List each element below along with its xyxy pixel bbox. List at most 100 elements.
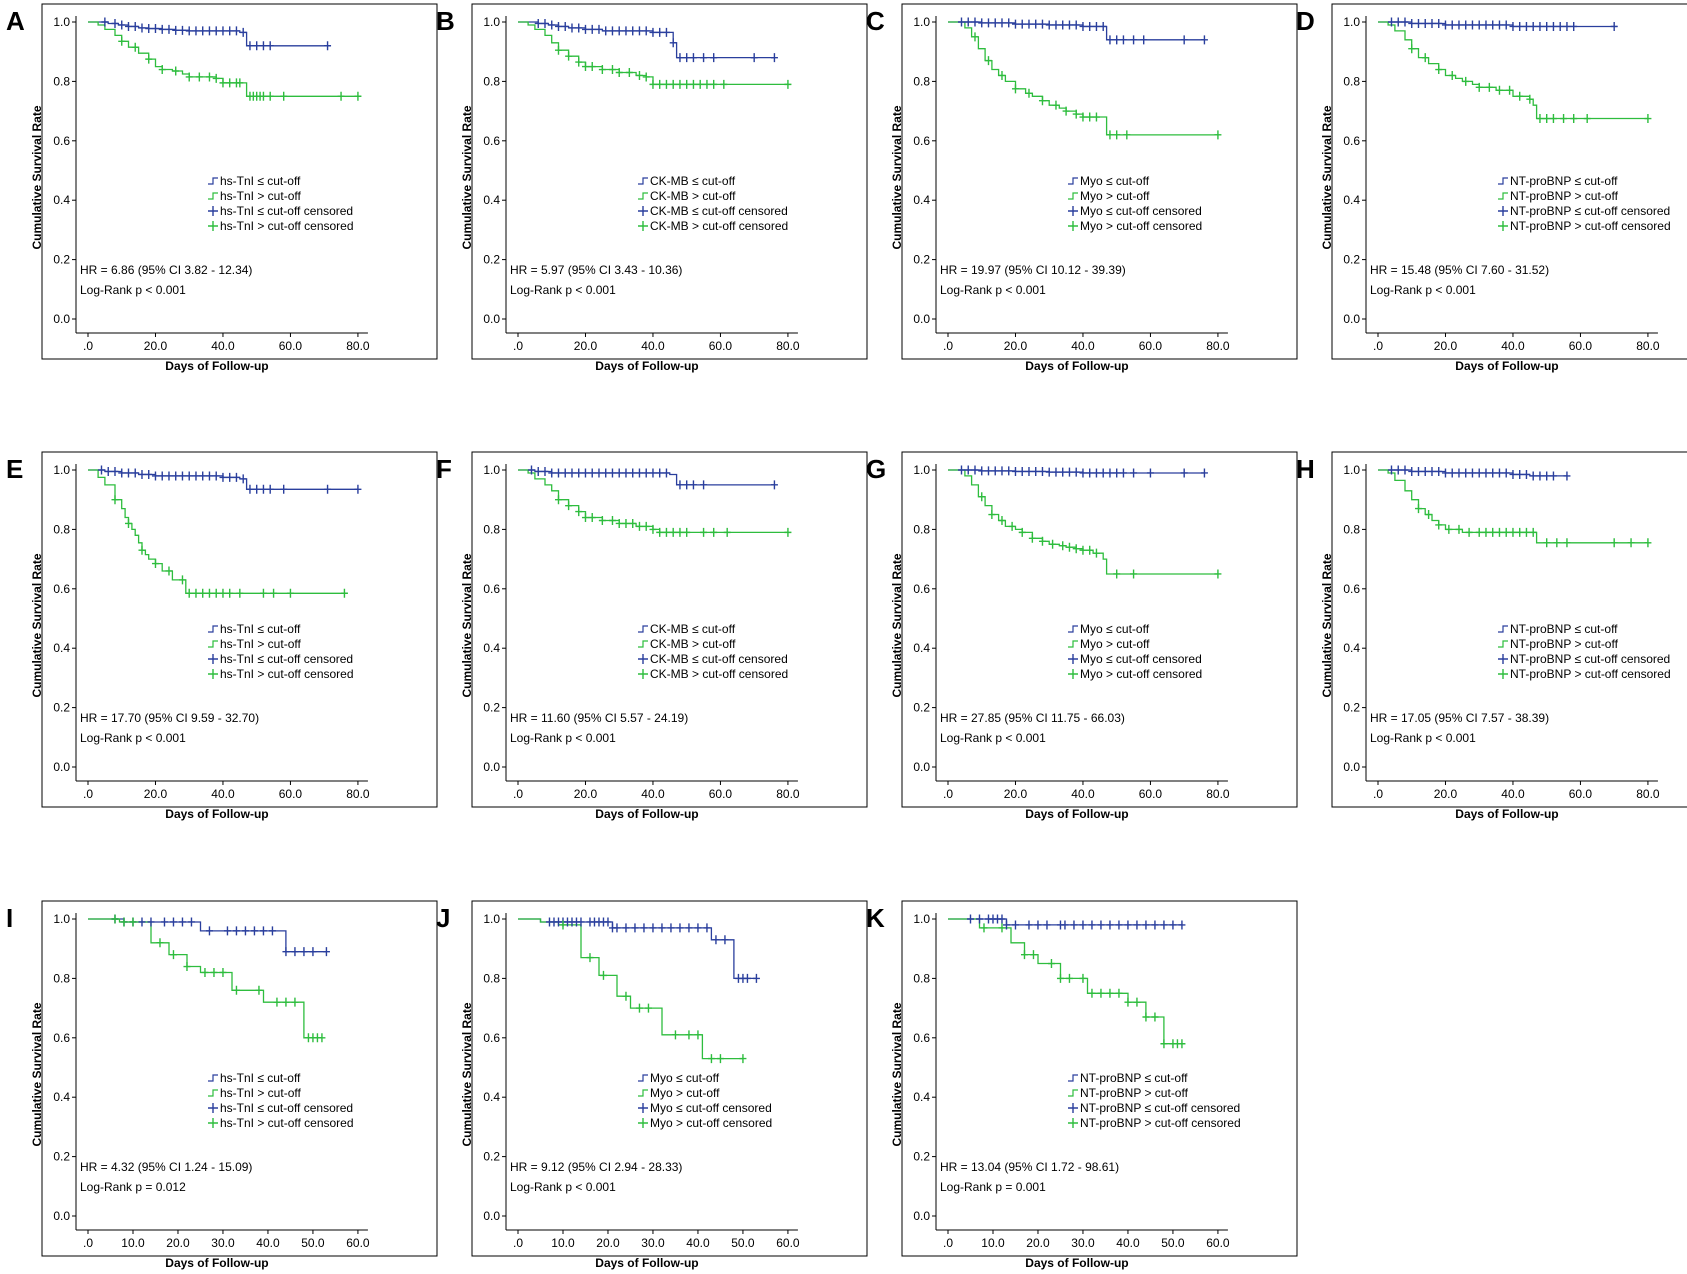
panel-b-censor-low: [669, 38, 677, 48]
panel-j-ytick-label: 1.0: [483, 912, 500, 926]
panel-h-ytick-label: 0.6: [1343, 582, 1360, 596]
panel-h-xtick-label: 40.0: [1501, 787, 1525, 801]
panel-e-legend-swatch: [208, 625, 218, 633]
panel-h-censor-high: [1516, 527, 1524, 537]
panel-f-censor-high: [598, 515, 606, 525]
panel-c-legend-entry: Myo ≤ cut-off censored: [1080, 204, 1202, 218]
panel-f-censor-low: [770, 480, 778, 490]
panel-a-ytick-label: 0.2: [53, 253, 70, 267]
panel-a-ytick-label: 0.4: [53, 193, 70, 207]
panel-d-censor-low: [1509, 21, 1517, 31]
panel-b-legend-swatch: [638, 177, 648, 185]
panel-b-frame: [471, 3, 868, 360]
panel-d-xtick-label: 80.0: [1636, 339, 1660, 353]
panel-g-logrank-text: Log-Rank p < 0.001: [940, 731, 1046, 745]
panel-g-censor-low: [1113, 468, 1121, 478]
panel-d-censor-low: [1482, 20, 1490, 30]
panel-c-censor-high: [1052, 100, 1060, 110]
panel-h-censor-high: [1455, 524, 1463, 534]
panel-e-ytick-label: 0.2: [53, 701, 70, 715]
panel-b-censor-high: [575, 57, 583, 67]
panel-b-legend-entry: CK-MB > cut-off censored: [650, 219, 788, 233]
panel-d-xtick-label: 20.0: [1434, 339, 1458, 353]
panel-i-censor-low: [268, 926, 276, 936]
panel-a-xtick-label: 40.0: [211, 339, 235, 353]
panel-b-censor-high: [696, 79, 704, 89]
panel-c-censor-high: [1038, 96, 1046, 106]
panel-j-censor-low: [712, 935, 720, 945]
panel-d-hr-text: HR = 15.48 (95% CI 7.60 - 31.52): [1370, 263, 1549, 277]
panel-f-censor-low: [541, 466, 549, 476]
panel-e-ytick-label: 0.0: [53, 760, 70, 774]
panel-i-censor-high: [232, 985, 240, 995]
panel-f-logrank-text: Log-Rank p < 0.001: [510, 731, 616, 745]
panel-g-censor-high: [1072, 544, 1080, 554]
panel-g-y-title: Cumulative Survival Rate: [890, 553, 904, 697]
panel-b-censor-low: [649, 27, 657, 37]
panel-j-xtick-label: 20.0: [596, 1236, 620, 1250]
panel-e-censor-low: [259, 484, 267, 494]
panel-g-curve-high: [948, 469, 1218, 575]
panel-a-censor-low: [259, 41, 267, 51]
panel-d-censor-low: [1414, 18, 1422, 28]
panel-h-censor-low: [1441, 468, 1449, 478]
panel-h-censor-high: [1553, 538, 1561, 548]
panel-a-censor-high: [145, 54, 153, 64]
panel-e-xtick-label: 20.0: [144, 787, 168, 801]
panel-g-censor-low: [971, 465, 979, 475]
panel-g-ytick-label: 0.6: [913, 582, 930, 596]
panel-i-censor-high: [318, 1033, 326, 1043]
panel-a-censor-high: [337, 91, 345, 101]
panel-h-censor-high: [1522, 527, 1530, 537]
panel-c-censor-high: [1072, 109, 1080, 119]
panel-b-censor-high: [784, 79, 792, 89]
panel-k-censor-low: [998, 914, 1006, 924]
panel-h-censor-high: [1489, 527, 1497, 537]
panel-f-censor-low: [554, 468, 562, 478]
panel-k-logrank-text: Log-Rank p = 0.001: [940, 1180, 1046, 1194]
panel-i-censor-high: [273, 997, 281, 1007]
panel-k-censor-high: [1124, 997, 1132, 1007]
panel-b-censor-low: [642, 26, 650, 36]
panel-g-censor-high: [1028, 533, 1036, 543]
panel-a-censor-low: [165, 24, 173, 34]
panel-j-censor-low: [685, 923, 693, 933]
panel-e-y-title: Cumulative Survival Rate: [30, 553, 44, 697]
panel-i-censor-high: [156, 938, 164, 948]
panel-b-censor-low: [575, 23, 583, 33]
panel-g-censor-low: [1059, 467, 1067, 477]
panel-b-censor-high: [554, 45, 562, 55]
panel-b-censor-low: [595, 24, 603, 34]
panel-k-xtick-label: 50.0: [1161, 1236, 1185, 1250]
panel-f-legend-entry: CK-MB > cut-off: [650, 637, 736, 651]
panel-j-censor-low: [631, 923, 639, 933]
panel-b-legend-swatch: [638, 192, 648, 200]
panel-b-hr-text: HR = 5.97 (95% CI 3.43 - 10.36): [510, 263, 682, 277]
panel-h: H 0.0 0.2 0.4 0.6 0.8 1.0 .0 20.0 40.0 60.0 80.0 Day…: [1296, 451, 1687, 821]
panel-d-legend-swatch: [1498, 177, 1508, 185]
panel-f-censor-high: [669, 527, 677, 537]
panel-g-censor-high: [1065, 542, 1073, 552]
panel-i-hr-text: HR = 4.32 (95% CI 1.24 - 15.09): [80, 1160, 252, 1174]
panel-k-censor-low: [975, 914, 983, 924]
panel-c-censor-low: [1025, 19, 1033, 29]
panel-c-legend-entry: Myo > cut-off: [1080, 189, 1150, 203]
panel-h-censor-low: [1428, 466, 1436, 476]
panel-h-censor-high: [1445, 524, 1453, 534]
panel-k-censor-high: [1088, 988, 1096, 998]
panel-d-censor-low: [1455, 20, 1463, 30]
panel-h-censor-low: [1549, 471, 1557, 481]
panel-b-legend-swatch: [638, 206, 648, 216]
panel-b-censor-low: [662, 27, 670, 37]
panel-g-censor-high: [1079, 545, 1087, 555]
panel-e-censor-low: [280, 484, 288, 494]
panel-f-xtick-label: 20.0: [574, 787, 598, 801]
panel-f-frame: [471, 451, 868, 808]
panel-k-legend-entry: NT-proBNP ≤ cut-off censored: [1080, 1101, 1240, 1115]
panel-g-x-title: Days of Follow-up: [1025, 807, 1128, 821]
panel-d-legend-entry: NT-proBNP ≤ cut-off: [1510, 174, 1618, 188]
panel-e-censor-low: [266, 484, 274, 494]
panel-a-legend-entry: hs-TnI > cut-off: [220, 189, 301, 203]
panel-h-censor-low: [1482, 468, 1490, 478]
